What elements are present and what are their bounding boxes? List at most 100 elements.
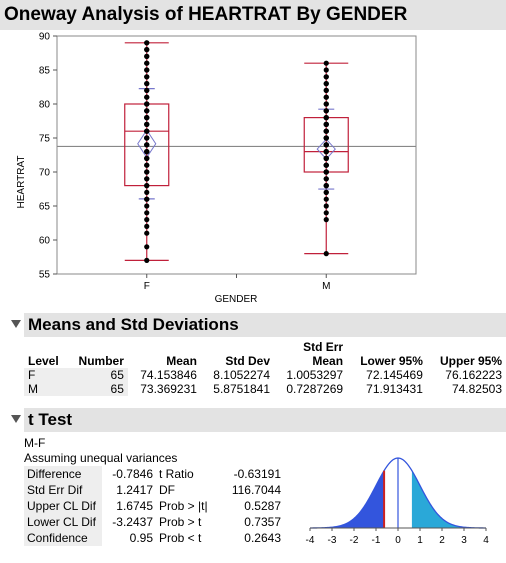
data-point[interactable] <box>144 183 150 189</box>
data-point[interactable] <box>144 203 150 209</box>
assumption-label: Assuming unequal variances <box>24 451 178 465</box>
data-point[interactable] <box>323 81 329 87</box>
std-err-header-top: Std Err <box>303 340 344 354</box>
data-point[interactable] <box>144 189 150 195</box>
ttest-stat-value: 0.5287 <box>244 499 281 513</box>
data-point[interactable] <box>144 108 150 114</box>
ttest-stat-value: 0.7357 <box>244 515 281 529</box>
data-point[interactable] <box>323 135 329 141</box>
ttest-stat-value: -0.63191 <box>233 467 281 481</box>
data-point[interactable] <box>323 94 329 100</box>
std-dev-cell: 8.1052274 <box>213 368 271 382</box>
data-point[interactable] <box>144 149 150 155</box>
ttest-section-header[interactable]: t Test <box>24 408 506 432</box>
data-point[interactable] <box>323 101 329 107</box>
data-point[interactable] <box>323 183 329 189</box>
data-point[interactable] <box>144 67 150 73</box>
comparison-label: M-F <box>24 436 46 450</box>
data-point[interactable] <box>323 87 329 93</box>
lower95-header: Lower 95% <box>360 354 423 368</box>
number-header: Number <box>78 354 124 368</box>
data-point[interactable] <box>323 60 329 66</box>
means-section-header[interactable]: Means and Std Deviations <box>24 313 506 337</box>
data-point[interactable] <box>323 169 329 175</box>
data-point[interactable] <box>144 169 150 175</box>
data-point[interactable] <box>323 196 329 202</box>
data-point[interactable] <box>144 142 150 148</box>
data-point[interactable] <box>144 94 150 100</box>
dist-tick-label: 4 <box>483 535 489 546</box>
upper95-cell: 74.82503 <box>451 382 502 396</box>
disclosure-triangle-icon[interactable] <box>11 320 21 328</box>
ttest-stat-label: Prob > t <box>159 515 202 529</box>
y-tick-label: 55 <box>39 270 51 281</box>
data-point[interactable] <box>323 162 329 168</box>
data-point[interactable] <box>144 162 150 168</box>
oneway-plot[interactable]: 55 60 65 70 75 80 85 90 F M HEARTRAT GENDER <box>0 32 506 312</box>
dist-tick-label: -3 <box>328 535 337 546</box>
means-table-header-top: Std Err <box>24 340 506 354</box>
left-tail-area <box>310 471 385 528</box>
data-point[interactable] <box>144 121 150 127</box>
data-point[interactable] <box>144 244 150 250</box>
ttest-stat-value: 116.7044 <box>231 483 281 497</box>
table-row: Lower CL Dif -3.2437 Prob > t 0.7357 <box>24 514 284 530</box>
ttest-value: -3.2437 <box>112 515 153 529</box>
data-point[interactable] <box>144 223 150 229</box>
data-point[interactable] <box>144 47 150 53</box>
data-point[interactable] <box>144 176 150 182</box>
data-point[interactable] <box>323 155 329 161</box>
data-point[interactable] <box>323 128 329 134</box>
data-point[interactable] <box>323 176 329 182</box>
data-point[interactable] <box>144 128 150 134</box>
data-point[interactable] <box>323 108 329 114</box>
data-point[interactable] <box>144 230 150 236</box>
data-point[interactable] <box>323 189 329 195</box>
disclosure-triangle-icon[interactable] <box>11 415 21 423</box>
data-point[interactable] <box>144 135 150 141</box>
dist-tick-label: 0 <box>395 535 401 546</box>
data-point[interactable] <box>323 251 329 257</box>
data-point[interactable] <box>323 217 329 223</box>
data-point[interactable] <box>144 60 150 66</box>
data-point[interactable] <box>323 142 329 148</box>
data-point[interactable] <box>144 115 150 121</box>
data-point[interactable] <box>144 40 150 46</box>
ttest-value: 1.6745 <box>116 499 153 513</box>
means-section-title: Means and Std Deviations <box>28 315 239 334</box>
data-point[interactable] <box>144 257 150 263</box>
t-distribution-plot[interactable]: -4 -3 -2 -1 0 1 2 3 4 <box>300 450 500 558</box>
data-point[interactable] <box>144 155 150 161</box>
data-point[interactable] <box>144 53 150 59</box>
lower95-cell: 72.145469 <box>366 368 423 382</box>
ttest-value: 1.2417 <box>116 483 153 497</box>
data-point[interactable] <box>144 101 150 107</box>
upper95-header: Upper 95% <box>439 354 502 368</box>
data-point[interactable] <box>144 74 150 80</box>
ttest-value: 0.95 <box>129 531 153 545</box>
table-row: Confidence 0.95 Prob < t 0.2643 <box>24 530 284 546</box>
data-point[interactable] <box>323 149 329 155</box>
y-tick-label: 65 <box>39 202 51 213</box>
data-point[interactable] <box>323 203 329 209</box>
dist-tick-label: -2 <box>350 535 359 546</box>
data-point[interactable] <box>144 210 150 216</box>
data-point[interactable] <box>144 196 150 202</box>
ttest-label: Upper CL Dif <box>24 498 102 514</box>
data-point[interactable] <box>323 121 329 127</box>
dist-tick-label: -1 <box>372 535 381 546</box>
ttest-label: Lower CL Dif <box>24 514 102 530</box>
y-tick-label: 75 <box>39 134 51 145</box>
mean-diamond <box>137 129 157 159</box>
data-point[interactable] <box>323 67 329 73</box>
data-point[interactable] <box>144 217 150 223</box>
x-axis-label: GENDER <box>215 294 258 305</box>
data-point[interactable] <box>323 115 329 121</box>
data-point[interactable] <box>323 210 329 216</box>
data-point[interactable] <box>144 81 150 87</box>
data-point[interactable] <box>144 87 150 93</box>
number-cell: 65 <box>67 382 128 396</box>
number-cell: 65 <box>67 368 128 382</box>
data-point[interactable] <box>323 74 329 80</box>
right-tail-area <box>411 470 486 528</box>
